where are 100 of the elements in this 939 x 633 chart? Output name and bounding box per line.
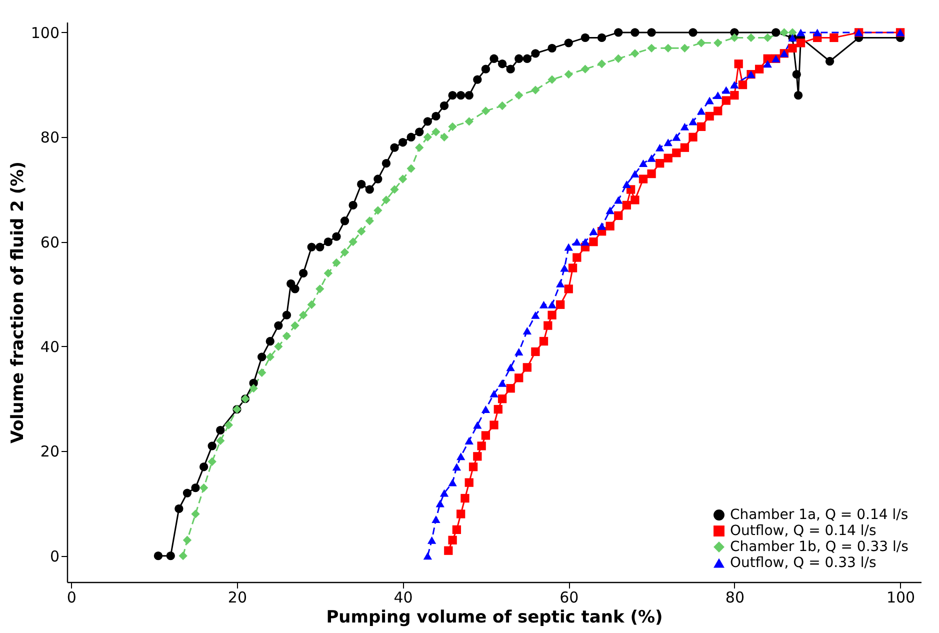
point bbox=[763, 33, 772, 42]
point bbox=[638, 160, 648, 168]
point bbox=[298, 310, 308, 320]
point bbox=[191, 510, 200, 518]
point bbox=[705, 112, 714, 121]
point bbox=[522, 363, 532, 372]
point bbox=[348, 237, 358, 246]
point bbox=[606, 206, 614, 214]
point bbox=[444, 546, 453, 555]
point bbox=[249, 384, 258, 393]
point bbox=[374, 206, 382, 215]
point bbox=[564, 70, 573, 79]
point bbox=[274, 342, 283, 351]
point bbox=[514, 90, 524, 100]
point bbox=[622, 200, 631, 210]
point bbox=[365, 216, 374, 226]
point bbox=[580, 64, 590, 74]
point bbox=[696, 107, 706, 115]
point bbox=[514, 374, 524, 382]
point bbox=[597, 222, 606, 230]
point bbox=[398, 174, 408, 184]
legend-label: Chamber 1b, Q = 0.33 l/s bbox=[730, 539, 908, 555]
point bbox=[564, 243, 573, 251]
y-tick-label: 80 bbox=[40, 128, 60, 147]
point bbox=[332, 258, 341, 268]
point bbox=[490, 390, 498, 398]
point bbox=[738, 80, 748, 90]
point bbox=[452, 525, 462, 534]
point bbox=[282, 332, 292, 340]
point bbox=[714, 38, 722, 48]
point bbox=[224, 420, 234, 430]
legend-label: Chamber 1a, Q = 0.14 l/s bbox=[730, 507, 908, 523]
point bbox=[452, 463, 462, 471]
point bbox=[714, 92, 722, 100]
point bbox=[531, 86, 540, 94]
point bbox=[432, 515, 440, 523]
point bbox=[473, 452, 482, 461]
point bbox=[548, 310, 556, 320]
point bbox=[730, 90, 739, 100]
point bbox=[498, 101, 507, 110]
point bbox=[498, 394, 507, 404]
point bbox=[647, 154, 656, 162]
point bbox=[427, 536, 436, 544]
point bbox=[390, 185, 399, 194]
point bbox=[630, 170, 640, 178]
point bbox=[672, 133, 681, 141]
point bbox=[178, 552, 188, 560]
point bbox=[746, 33, 756, 42]
point bbox=[647, 44, 656, 52]
x-tick-label: 20 bbox=[228, 588, 248, 606]
point bbox=[556, 280, 565, 288]
point bbox=[622, 180, 631, 188]
point bbox=[415, 143, 424, 152]
point bbox=[464, 436, 474, 444]
point bbox=[340, 248, 350, 257]
point bbox=[780, 28, 789, 37]
point bbox=[556, 300, 565, 309]
point bbox=[406, 164, 416, 173]
y-tick-label: 40 bbox=[40, 338, 60, 356]
point bbox=[382, 196, 391, 204]
point bbox=[357, 227, 366, 236]
point bbox=[680, 143, 690, 152]
point bbox=[589, 228, 598, 236]
point bbox=[664, 138, 672, 146]
point bbox=[522, 327, 532, 335]
x-tick-label: 80 bbox=[725, 588, 744, 606]
point bbox=[688, 132, 698, 142]
point bbox=[290, 321, 300, 330]
point bbox=[464, 478, 474, 487]
point bbox=[498, 379, 507, 387]
point bbox=[813, 28, 822, 36]
point bbox=[208, 457, 216, 466]
point bbox=[494, 404, 502, 414]
point bbox=[580, 238, 590, 246]
point bbox=[606, 222, 614, 230]
point bbox=[796, 28, 806, 36]
point bbox=[568, 264, 578, 272]
point bbox=[448, 478, 457, 486]
point bbox=[199, 483, 208, 492]
point bbox=[696, 122, 706, 132]
point bbox=[730, 33, 739, 42]
point bbox=[638, 174, 648, 184]
point bbox=[655, 158, 664, 168]
x-tick-label: 40 bbox=[394, 588, 413, 606]
y-axis-title: Volume fraction of fluid 2 (%) bbox=[8, 162, 28, 444]
point bbox=[614, 196, 623, 204]
point bbox=[630, 49, 640, 58]
point bbox=[514, 348, 524, 356]
point bbox=[481, 406, 490, 414]
point bbox=[572, 238, 582, 246]
point bbox=[705, 96, 714, 104]
point bbox=[614, 211, 623, 220]
legend-label: Outflow, Q = 0.14 l/s bbox=[730, 523, 876, 539]
x-tick-label: 0 bbox=[66, 588, 76, 606]
point bbox=[664, 44, 672, 52]
x-tick-label: 100 bbox=[886, 588, 916, 606]
point bbox=[722, 96, 730, 105]
point bbox=[630, 196, 640, 204]
point bbox=[477, 442, 486, 450]
y-tick-label: 0 bbox=[50, 547, 60, 566]
